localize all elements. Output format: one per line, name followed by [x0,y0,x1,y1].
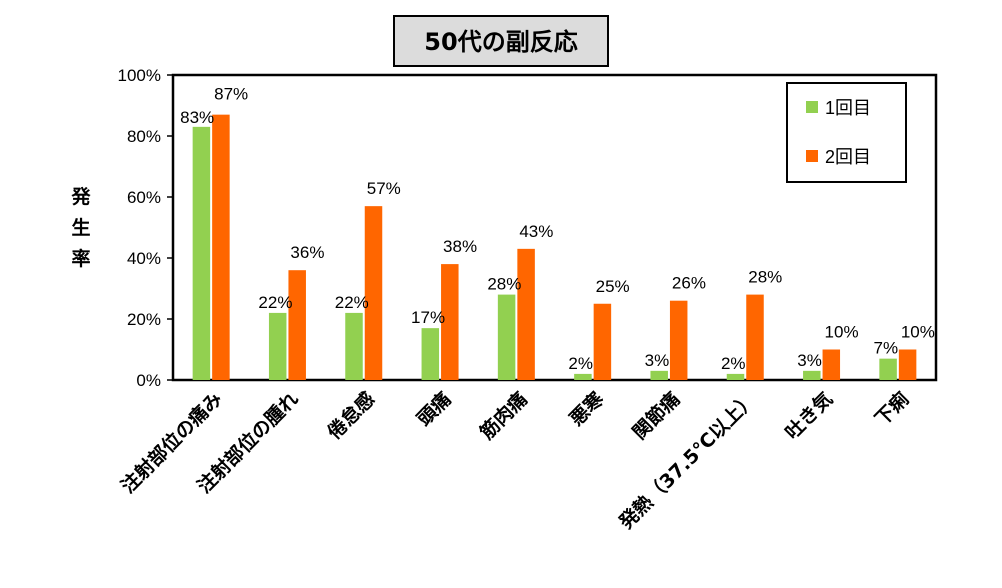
plot-area [171,73,938,382]
legend-box [786,82,907,183]
bar-series-1 [803,370,821,380]
data-label-series-1: 22% [258,293,292,312]
data-label-series-2: 25% [596,277,630,296]
title-box [393,15,609,67]
bar-series-1 [879,358,897,380]
y-tick-label: 100% [118,66,161,85]
data-label-series-2: 36% [290,243,324,262]
bars [192,114,917,381]
data-label-series-1: 22% [335,293,369,312]
y-axis-label-char: 生 [71,216,90,239]
y-tick-label: 60% [127,188,161,207]
legend-label-1: 1回目 [825,98,871,118]
legend: 1回目 2回目 [786,82,907,183]
data-label-series-2: 57% [367,179,401,198]
y-tick-label: 0% [136,371,161,390]
legend-swatch-2 [806,150,818,162]
data-labels: 83%87% 22% 36% 22% 57% 17% 38% 28% 43% 2% 25% 3% 26%… [180,85,935,373]
data-label-series-2: 28% [748,268,782,287]
data-label-series-1: 28% [487,275,521,294]
data-label-series-1: 3% [645,351,670,370]
y-axis-label-char: 率 [71,247,90,270]
bar-series-2 [288,270,306,380]
data-label-series-2: 43% [519,222,553,241]
y-tick-label: 40% [127,249,161,268]
bar-series-1 [421,328,440,380]
bar-series-2 [746,294,764,380]
data-label-series-1: 3% [797,351,822,370]
x-tick-label: 倦怠感 [323,387,380,444]
data-label-series-2: 10% [901,323,935,342]
data-label-series-2: 26% [672,274,706,293]
bar-series-1 [497,294,516,380]
y-tick-label: 80% [127,127,161,146]
data-label-series-2: 10% [825,323,859,342]
data-label-series-1: 7% [874,339,899,358]
x-tick-label: 筋肉痛 [475,387,532,444]
x-tick-label: 発熱（37.5℃以上） [614,387,761,534]
bar-series-2 [517,248,535,380]
bar-series-2 [364,206,383,380]
x-tick-label: 関節痛 [628,387,685,444]
bar-series-2 [441,264,459,380]
x-tick-label: 吐き気 [781,387,838,444]
bar-series-2 [822,349,841,380]
bar-series-1 [650,370,668,380]
x-tick-label: 下痢 [870,387,913,430]
data-label-series-1: 2% [721,354,746,373]
data-label-series-2: 38% [443,237,477,256]
data-label-series-2: 87% [214,85,248,104]
bar-series-1 [268,312,287,380]
y-axis-label-char: 発 [70,185,91,208]
legend-label-2: 2回目 [825,147,871,167]
bar-series-2 [898,349,917,380]
bar-series-1 [345,312,363,380]
bar-series-1 [726,373,745,380]
y-axis: 0% 20% 40% 60% 80% 100% [118,66,173,390]
x-tick-label: 悪寒 [565,387,608,430]
legend-swatch-1 [806,101,818,113]
y-tick-label: 20% [127,310,161,329]
bar-series-1 [574,373,592,380]
data-label-series-1: 83% [180,108,214,127]
bar-series-2 [669,300,688,380]
data-label-series-1: 17% [411,308,445,327]
x-tick-label: 頭痛 [412,387,455,430]
bar-series-2 [212,114,230,381]
chart-title: 50代の副反応 [424,28,577,56]
y-axis-label: 発生率 [70,185,91,270]
data-label-series-1: 2% [568,354,593,373]
bar-series-2 [593,303,612,380]
bar-series-1 [192,126,211,380]
